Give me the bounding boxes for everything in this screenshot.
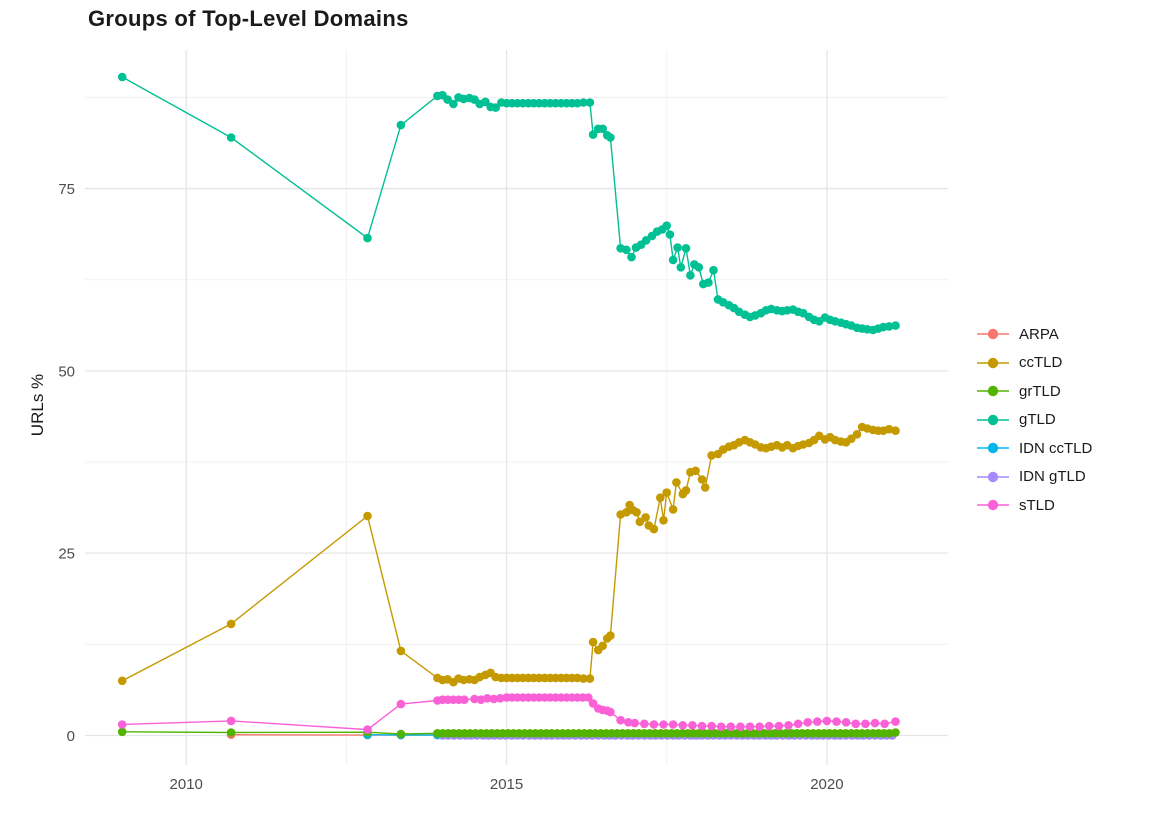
legend-label: IDN ccTLD [1019, 439, 1093, 457]
legend-key-icon [977, 386, 1009, 397]
legend-item-arpa: ARPA [976, 320, 1092, 349]
x-tick-label: 2010 [170, 776, 203, 793]
legend-item-idn-gtld: IDN gTLD [976, 463, 1092, 492]
chart-title: Groups of Top-Level Domains [88, 6, 409, 31]
legend-key-icon [977, 500, 1009, 511]
legend-label: gTLD [1019, 411, 1056, 429]
legend-item-grtld: grTLD [976, 377, 1092, 406]
series-stld [117, 693, 900, 734]
series-gtld [117, 72, 900, 335]
legend-key-icon [977, 471, 1009, 482]
legend-label: grTLD [1019, 382, 1061, 400]
legend-label: ccTLD [1019, 354, 1063, 372]
y-tick-label: 0 [67, 728, 75, 745]
legend-label: IDN gTLD [1019, 468, 1086, 486]
legend-key-icon [977, 414, 1009, 425]
legend-key-icon [977, 443, 1009, 454]
axis-tick-labels: 0 25 50 75 2010 2015 2020 [58, 181, 843, 793]
legend-item-gtld: gTLD [976, 406, 1092, 435]
legend-label: sTLD [1019, 496, 1055, 514]
legend-key-icon [977, 329, 1009, 340]
x-tick-label: 2020 [810, 776, 843, 793]
legend-label: ARPA [1019, 325, 1059, 343]
legend-key-icon [977, 357, 1009, 368]
x-tick-label: 2015 [490, 776, 523, 793]
y-tick-label: 75 [58, 181, 75, 198]
series-cctld [117, 422, 900, 687]
legend: ARPA ccTLD grTLD gTLD IDN ccTLD IDN gTLD sTLD [976, 320, 1092, 520]
gridlines [85, 50, 948, 765]
y-tick-label: 25 [58, 546, 75, 563]
legend-item-stld: sTLD [976, 491, 1092, 520]
series-grtld [117, 727, 900, 739]
legend-item-idn-cctld: IDN ccTLD [976, 434, 1092, 463]
y-axis-label: URLs % [28, 373, 47, 437]
y-tick-label: 50 [58, 363, 75, 380]
legend-item-cctld: ccTLD [976, 349, 1092, 378]
